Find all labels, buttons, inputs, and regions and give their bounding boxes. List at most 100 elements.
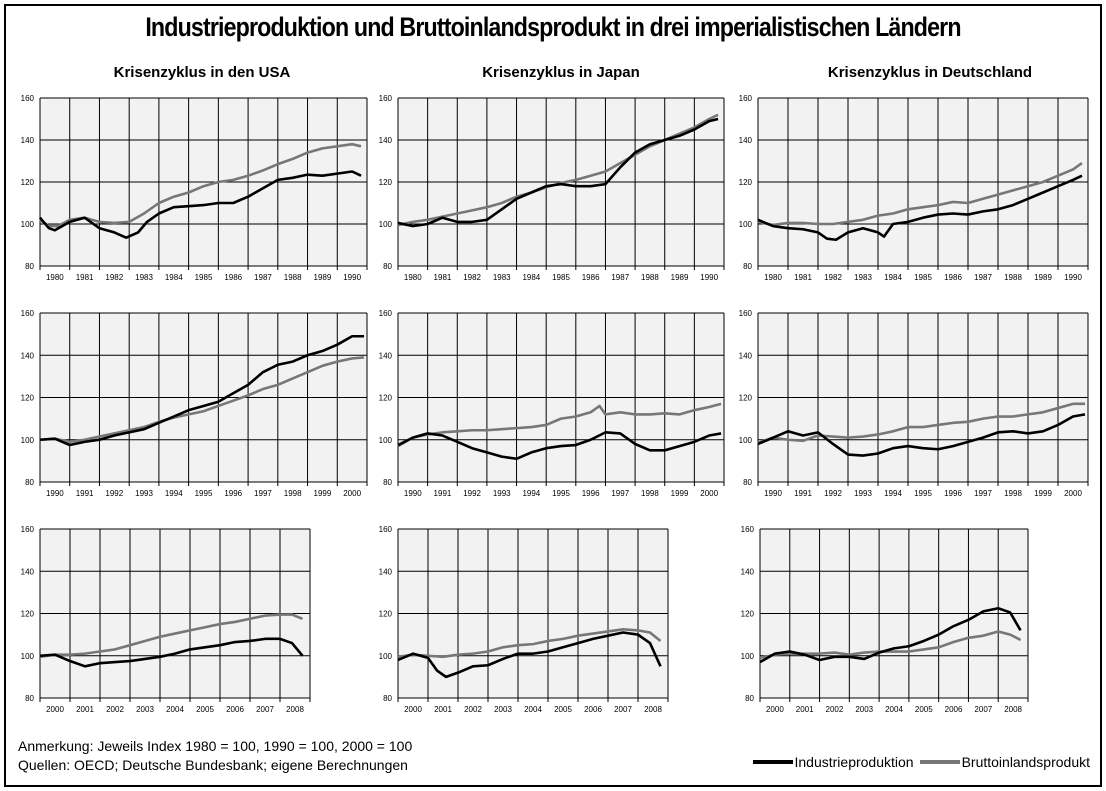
x-tick-label: 2008 (1004, 705, 1022, 714)
y-tick-label: 120 (21, 394, 35, 403)
y-tick-label: 80 (25, 694, 34, 703)
y-tick-label: 160 (379, 309, 393, 318)
figure-frame (4, 4, 1102, 787)
x-tick-label: 2004 (166, 705, 184, 714)
y-tick-label: 100 (741, 652, 755, 661)
x-tick-label: 1987 (974, 273, 992, 282)
x-tick-label: 1990 (404, 489, 422, 498)
x-tick-label: 1996 (582, 489, 600, 498)
x-tick-label: 1987 (254, 273, 272, 282)
x-tick-label: 1986 (944, 273, 962, 282)
x-tick-label: 2002 (464, 705, 482, 714)
x-tick-label: 1995 (914, 489, 932, 498)
x-tick-label: 2003 (494, 705, 512, 714)
series-line-industrieproduktion-usa-1990 (39, 334, 365, 447)
x-tick-label: 1984 (884, 273, 902, 282)
x-tick-label: 2006 (584, 705, 602, 714)
x-tick-label: 1987 (611, 273, 629, 282)
x-tick-label: 2008 (286, 705, 304, 714)
series-line-industrieproduktion-deutschland-1990 (757, 413, 1086, 457)
x-tick-label: 1999 (671, 489, 689, 498)
x-tick-label: 2005 (554, 705, 572, 714)
x-tick-label: 1981 (794, 273, 812, 282)
y-tick-label: 160 (21, 525, 35, 534)
y-tick-label: 80 (25, 262, 34, 271)
x-tick-label: 1989 (1034, 273, 1052, 282)
y-tick-label: 100 (21, 652, 35, 661)
x-tick-label: 1993 (135, 489, 153, 498)
x-tick-label: 1995 (195, 489, 213, 498)
x-tick-label: 1980 (46, 273, 64, 282)
x-tick-label: 1994 (165, 489, 183, 498)
x-tick-label: 2004 (524, 705, 542, 714)
series-line-bip-deutschland-1990 (757, 402, 1085, 445)
y-tick-label: 160 (741, 525, 755, 534)
y-tick-label: 120 (21, 610, 35, 619)
y-tick-label: 80 (745, 694, 754, 703)
y-tick-label: 80 (383, 262, 392, 271)
y-tick-label: 100 (739, 436, 753, 445)
x-tick-label: 2003 (136, 705, 154, 714)
x-tick-label: 1999 (1034, 489, 1052, 498)
y-tick-label: 80 (25, 478, 34, 487)
y-tick-label: 100 (21, 436, 35, 445)
subtitle-japan: Krisenzyklus in Japan (482, 64, 640, 81)
x-tick-label: 1997 (611, 489, 629, 498)
figure-title: Industrieproduktion und Bruttoinlandspro… (145, 12, 961, 42)
series-line-industrieproduktion-usa-1980 (39, 170, 362, 239)
y-tick-label: 160 (379, 525, 393, 534)
y-tick-label: 140 (741, 567, 755, 576)
y-tick-label: 80 (383, 478, 392, 487)
x-tick-label: 2000 (1064, 489, 1082, 498)
series-line-bip-usa-2000 (39, 613, 303, 659)
x-tick-label: 1985 (552, 273, 570, 282)
subtitle-usa: Krisenzyklus in den USA (113, 64, 291, 81)
y-tick-label: 80 (743, 478, 752, 487)
x-tick-label: 1983 (135, 273, 153, 282)
y-tick-label: 100 (379, 220, 393, 229)
y-tick-label: 80 (743, 262, 752, 271)
y-tick-label: 100 (379, 652, 393, 661)
y-tick-label: 140 (21, 351, 35, 360)
x-tick-label: 1990 (764, 489, 782, 498)
legend-swatch-industrieproduktion (752, 760, 793, 764)
x-tick-label: 1990 (700, 273, 718, 282)
series-line-industrieproduktion-deutschland-2000 (759, 606, 1022, 664)
x-tick-label: 1990 (1064, 273, 1082, 282)
y-tick-label: 100 (379, 436, 393, 445)
x-tick-label: 1991 (794, 489, 812, 498)
x-tick-label: 1997 (974, 489, 992, 498)
y-tick-label: 120 (379, 178, 393, 187)
y-tick-label: 160 (379, 94, 393, 103)
x-tick-label: 2007 (614, 705, 632, 714)
x-tick-label: 1982 (463, 273, 481, 282)
x-tick-label: 1983 (493, 273, 511, 282)
x-tick-label: 1999 (314, 489, 332, 498)
x-tick-label: 1982 (824, 273, 842, 282)
x-tick-label: 1982 (105, 273, 123, 282)
x-tick-label: 2000 (700, 489, 718, 498)
x-tick-label: 1984 (522, 273, 540, 282)
x-tick-label: 2007 (256, 705, 274, 714)
x-tick-label: 2000 (404, 705, 422, 714)
y-tick-label: 140 (739, 351, 753, 360)
y-tick-label: 120 (21, 178, 35, 187)
x-tick-label: 1998 (284, 489, 302, 498)
x-tick-label: 2002 (106, 705, 124, 714)
x-tick-label: 2003 (855, 705, 873, 714)
series-line-bip-japan-1990 (397, 402, 722, 448)
x-tick-label: 1994 (522, 489, 540, 498)
y-tick-label: 120 (739, 178, 753, 187)
legend: Industrieproduktion Bruttoinlandsprodukt (747, 754, 1090, 770)
y-tick-label: 120 (741, 610, 755, 619)
x-tick-label: 2006 (945, 705, 963, 714)
x-tick-label: 2006 (226, 705, 244, 714)
x-tick-label: 1991 (76, 489, 94, 498)
x-tick-label: 1983 (854, 273, 872, 282)
note-sources: Quellen: OECD; Deutsche Bundesbank; eige… (18, 757, 408, 773)
x-tick-label: 2001 (796, 705, 814, 714)
y-tick-label: 100 (739, 220, 753, 229)
x-tick-label: 1996 (944, 489, 962, 498)
y-tick-label: 80 (383, 694, 392, 703)
y-tick-label: 160 (739, 309, 753, 318)
